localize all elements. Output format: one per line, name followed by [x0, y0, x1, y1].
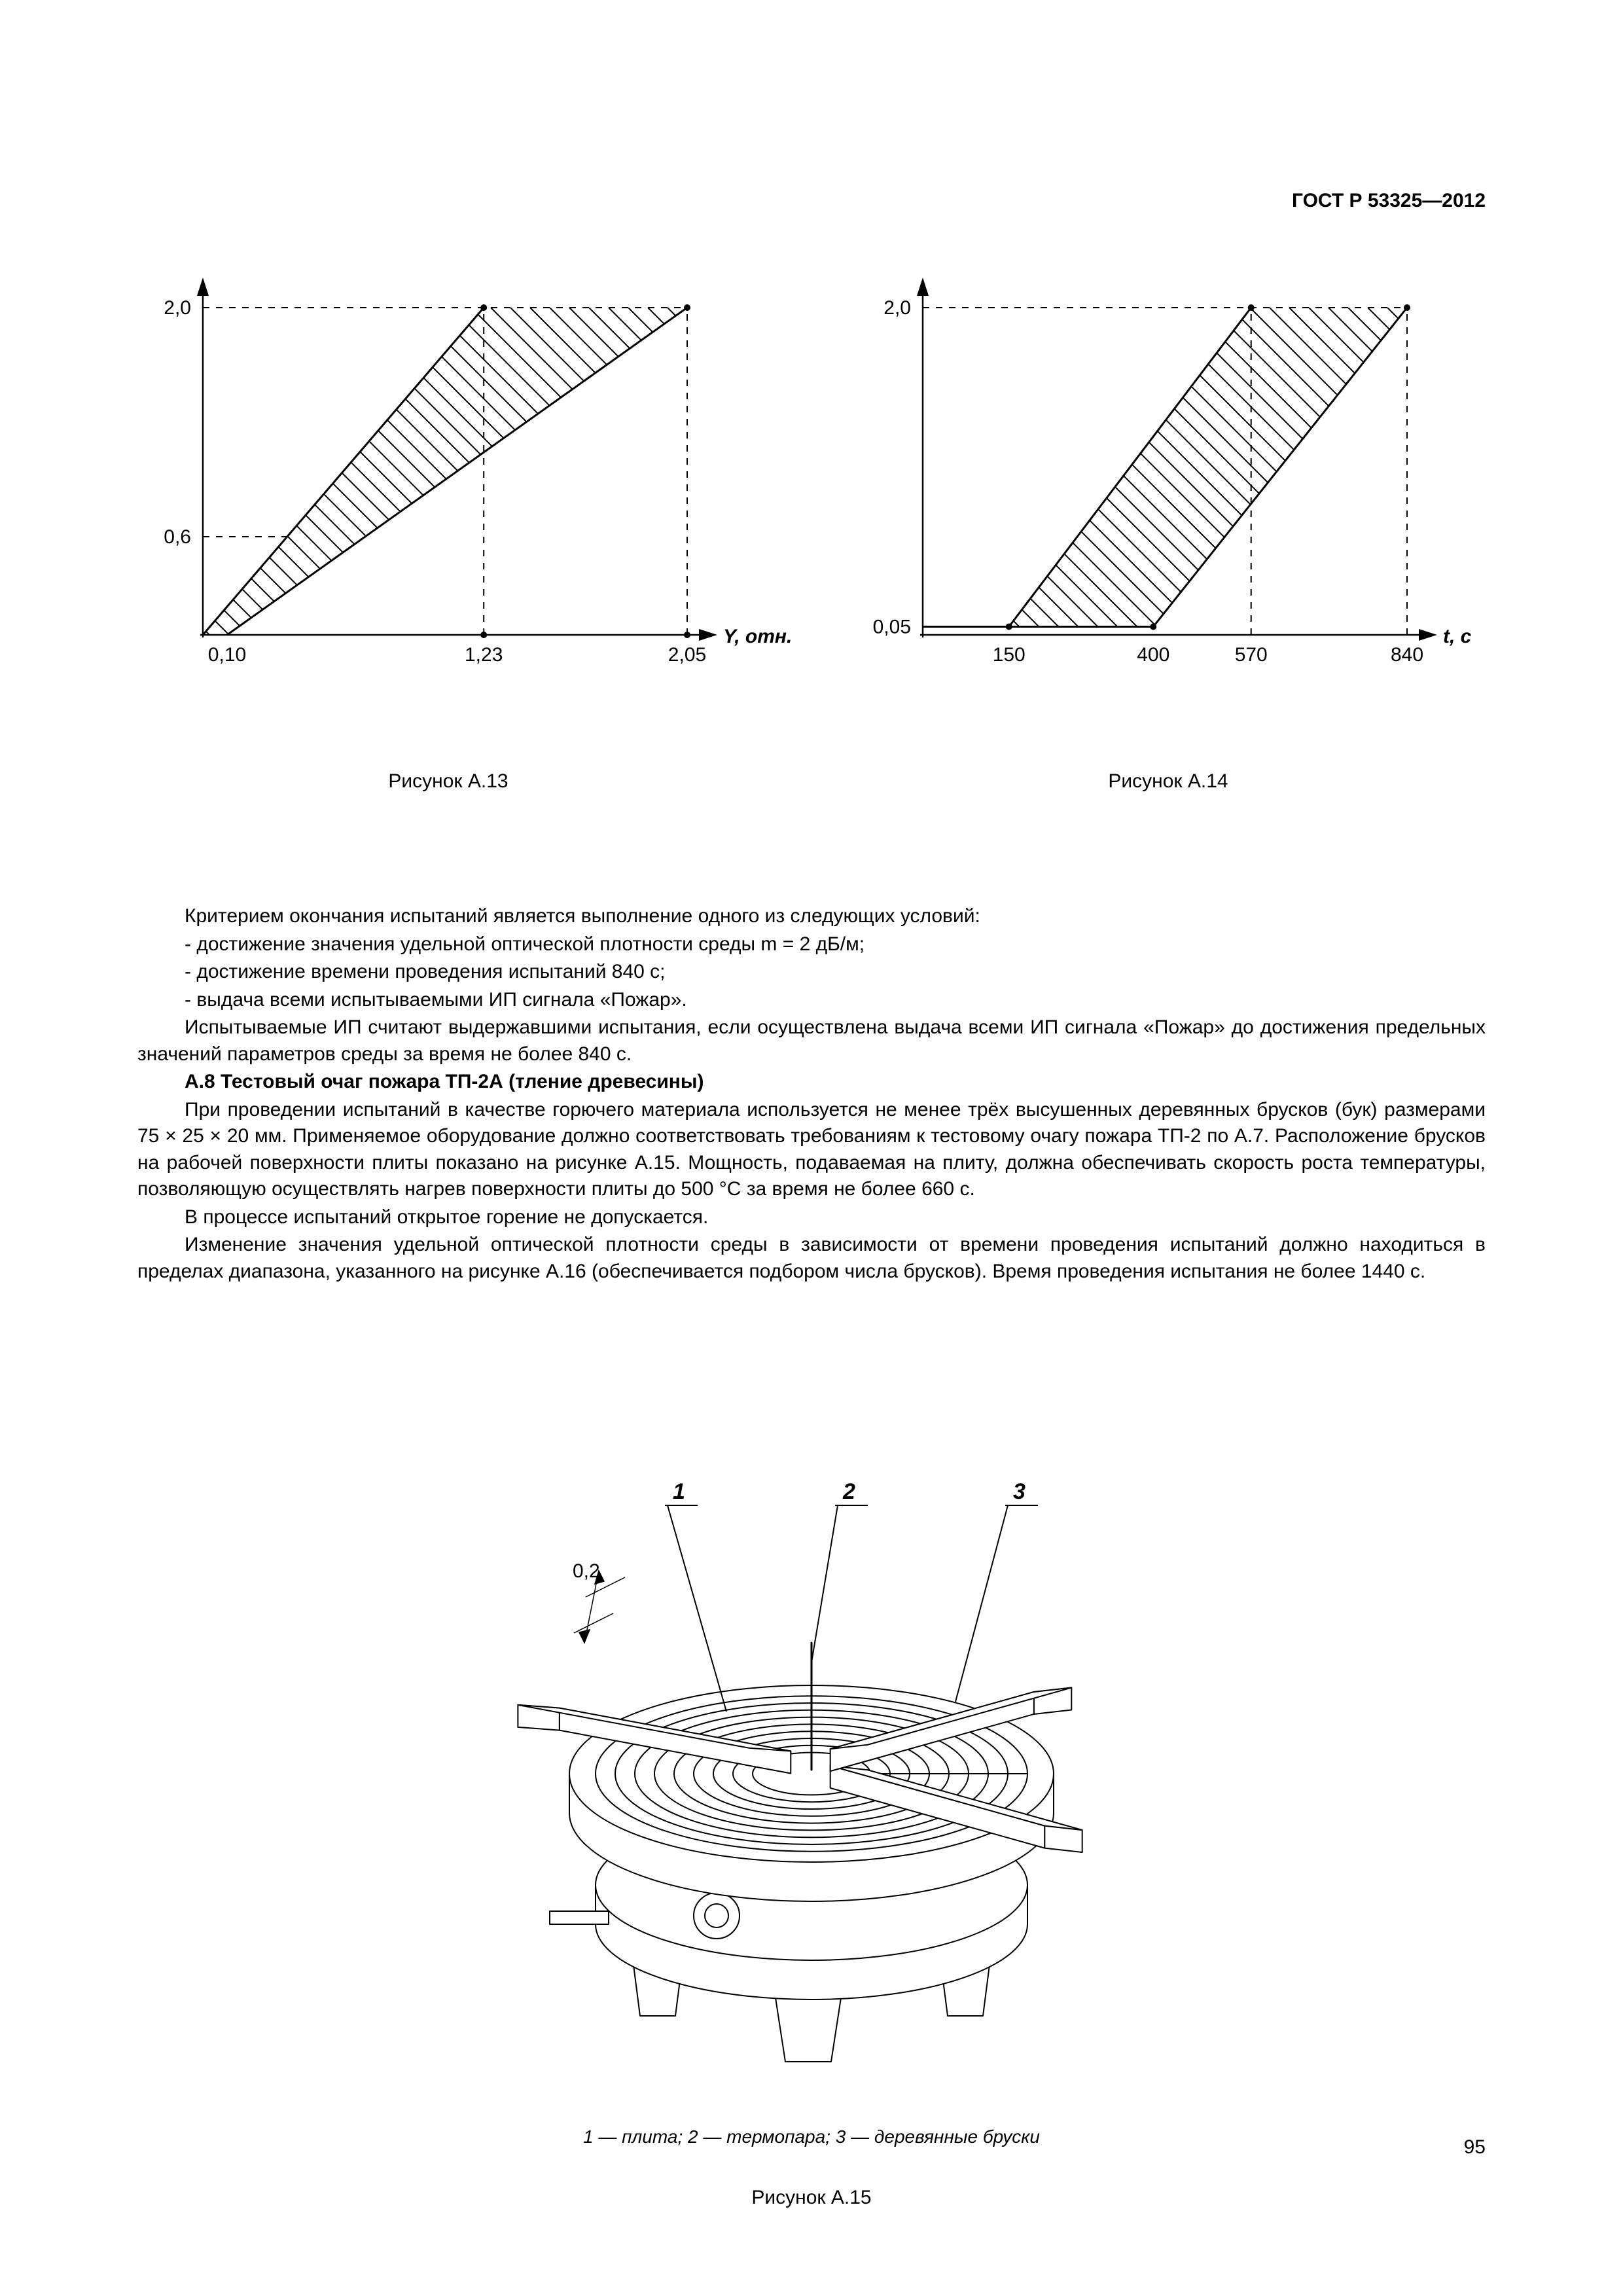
chart-a13: m, дБ/м Y, отн. ед. 0,10 1,23 2,05 0,6 2,0 — [105, 275, 792, 739]
charts-row: m, дБ/м Y, отн. ед. 0,10 1,23 2,05 0,6 2,0 Рис… — [105, 275, 1512, 793]
caption-a13: Рисунок А.13 — [105, 770, 792, 793]
figure-a15-legend: 1 — плита; 2 — термопара; 3 — деревянные… — [137, 2126, 1486, 2147]
svg-text:1: 1 — [673, 1479, 685, 1504]
svg-text:2,0: 2,0 — [883, 297, 911, 319]
svg-text:0,2: 0,2 — [573, 1560, 600, 1582]
bullet-1: - достижение значения удельной оптическо… — [137, 931, 1486, 958]
svg-text:1,23: 1,23 — [465, 644, 503, 666]
svg-text:Y, отн. ед.: Y, отн. ед. — [723, 626, 792, 647]
legend-1: 1 — плита; — [583, 2126, 688, 2147]
legend-2: 2 — термопара; — [688, 2126, 836, 2147]
svg-text:2,05: 2,05 — [668, 644, 706, 666]
para-3: При проведении испытаний в качестве горю… — [137, 1097, 1486, 1203]
para-5: Изменение значения удельной оптической п… — [137, 1232, 1486, 1285]
svg-text:0,6: 0,6 — [164, 526, 191, 548]
para-4: В процессе испытаний открытое горение не… — [137, 1204, 1486, 1231]
svg-text:2: 2 — [842, 1479, 855, 1504]
svg-text:150: 150 — [993, 644, 1026, 666]
figure-a15: 0,2 1 2 3 — [137, 1427, 1486, 2100]
para-2: Испытываемые ИП считают выдержавшими исп… — [137, 1014, 1486, 1067]
caption-a15: Рисунок А.15 — [137, 2187, 1486, 2210]
legend-3: 3 — деревянные бруски — [836, 2126, 1040, 2147]
page-content: ГОСТ Р 53325—2012 m, дБ/м Y, отн. ед. 0,10… — [137, 190, 1486, 2159]
svg-text:840: 840 — [1391, 644, 1423, 666]
svg-text:3: 3 — [1013, 1479, 1026, 1504]
heading-a8: А.8 Тестовый очаг пожара ТП-2А (тление д… — [137, 1069, 1486, 1096]
caption-a14: Рисунок А.14 — [825, 770, 1512, 793]
svg-text:400: 400 — [1137, 644, 1169, 666]
para-intro: Критерием окончания испытаний является в… — [137, 903, 1486, 930]
svg-text:0,10: 0,10 — [208, 644, 246, 666]
bullet-3: - выдача всеми испытываемыми ИП сигнала … — [137, 987, 1486, 1014]
chart-a13-block: m, дБ/м Y, отн. ед. 0,10 1,23 2,05 0,6 2,0 Рис… — [105, 275, 792, 793]
text-body: Критерием окончания испытаний является в… — [137, 903, 1486, 1286]
page-number: 95 — [1464, 2136, 1486, 2159]
svg-text:t, с: t, с — [1443, 626, 1472, 647]
svg-text:m, дБ/м: m, дБ/м — [151, 275, 225, 276]
svg-text:0,05: 0,05 — [873, 617, 911, 638]
document-code: ГОСТ Р 53325—2012 — [1292, 190, 1486, 213]
bullet-list: - достижение значения удельной оптическо… — [137, 931, 1486, 1014]
chart-a14-block: m, дБ/м t, с 150 400 570 840 0,05 2,0 Рисунок А… — [825, 275, 1512, 793]
figure-a15-block: 0,2 1 2 3 1 — плита; 2 — термопара; 3 — дер… — [137, 1427, 1486, 2209]
svg-text:m, дБ/м: m, дБ/м — [870, 275, 945, 276]
chart-a14: m, дБ/м t, с 150 400 570 840 0,05 2,0 — [825, 275, 1512, 739]
bullet-2: - достижение времени проведения испытани… — [137, 959, 1486, 986]
svg-text:570: 570 — [1235, 644, 1268, 666]
svg-text:2,0: 2,0 — [164, 297, 191, 319]
